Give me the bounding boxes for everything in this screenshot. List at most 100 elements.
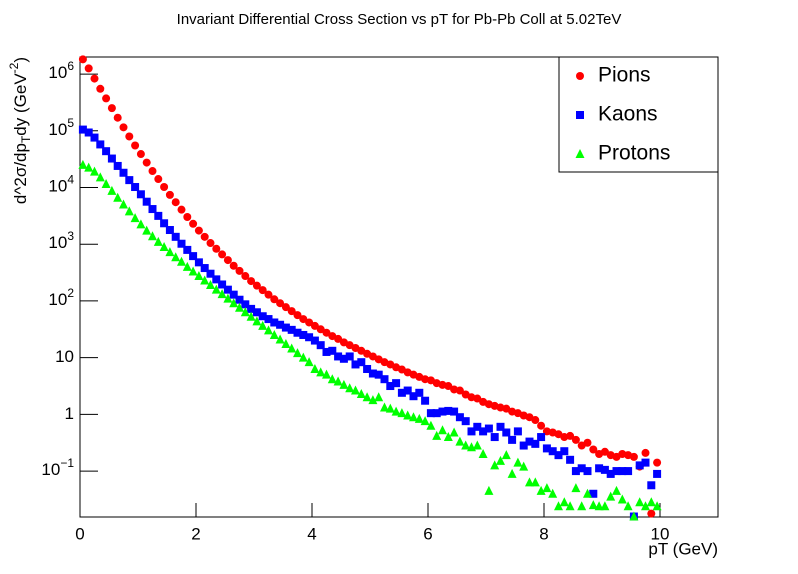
marker [334,352,343,361]
marker [635,497,645,507]
marker [409,412,418,422]
marker [455,436,465,446]
marker [183,245,192,254]
marker [467,427,476,436]
marker [438,407,447,416]
marker [600,465,609,474]
marker [641,448,650,457]
marker [281,339,291,349]
marker [119,123,128,132]
marker [305,318,314,327]
marker [177,256,186,266]
marker [102,94,111,103]
marker [229,298,239,308]
marker [617,494,627,504]
marker [287,325,296,334]
marker [531,416,540,425]
marker [443,432,453,442]
y-label-part: ) [11,57,30,63]
marker [159,242,169,252]
marker [125,132,134,141]
marker [623,501,633,511]
marker [420,416,430,426]
marker [194,258,203,267]
marker [276,299,285,308]
y-tick-exponent: 2 [67,286,74,300]
marker [397,408,407,418]
x-tick-label: 8 [539,524,548,543]
marker [339,354,348,363]
marker [235,295,244,304]
marker [368,369,377,378]
marker [554,451,563,460]
marker [519,441,528,450]
marker [171,252,181,262]
marker [160,183,169,192]
marker [356,388,366,398]
marker [641,501,650,511]
marker [96,84,105,93]
marker [536,485,546,495]
marker [513,427,522,436]
marker [264,325,273,335]
marker [304,357,314,367]
marker [612,467,621,476]
chart-title: Invariant Differential Cross Section vs … [177,11,622,28]
x-tick-label: 6 [423,524,432,543]
marker [281,303,290,312]
marker [577,501,587,511]
marker [473,422,482,431]
marker [252,316,262,326]
marker [200,264,209,273]
marker [270,318,279,327]
y-tick-label: 103 [48,229,74,252]
marker [218,280,227,289]
y-tick-label: 106 [48,59,74,82]
marker [293,311,302,320]
marker [566,455,575,464]
marker [223,256,232,265]
marker [461,440,471,450]
marker [339,379,349,389]
marker [84,64,93,73]
marker [588,500,598,510]
marker [421,396,430,405]
marker [646,497,656,507]
marker [392,379,401,388]
marker [357,358,366,367]
marker [160,219,169,228]
marker [496,455,505,465]
marker [293,348,302,358]
y-tick-exponent: 6 [67,59,74,73]
marker [629,511,639,521]
marker [194,226,203,235]
marker [252,281,261,290]
marker [264,315,273,324]
marker [426,409,435,418]
y-tick-base: 10 [48,234,67,253]
marker [618,467,627,476]
marker [153,236,163,246]
marker [537,421,546,430]
marker [432,409,441,418]
y-label-part: d^2σ/dp [11,143,30,204]
y-tick-label: 102 [48,286,74,309]
marker [652,501,662,511]
marker [583,438,592,447]
marker [502,428,511,437]
marker [653,469,662,478]
marker [252,308,261,317]
marker [328,346,337,355]
marker [154,211,163,220]
marker [206,279,215,289]
marker [142,225,152,235]
marker [583,467,592,476]
marker [507,468,517,478]
marker [461,417,470,426]
marker [322,347,331,356]
y-tick-label: 1 [65,404,74,423]
marker [171,198,180,207]
marker [124,206,134,216]
marker [310,336,319,345]
marker [247,304,256,313]
